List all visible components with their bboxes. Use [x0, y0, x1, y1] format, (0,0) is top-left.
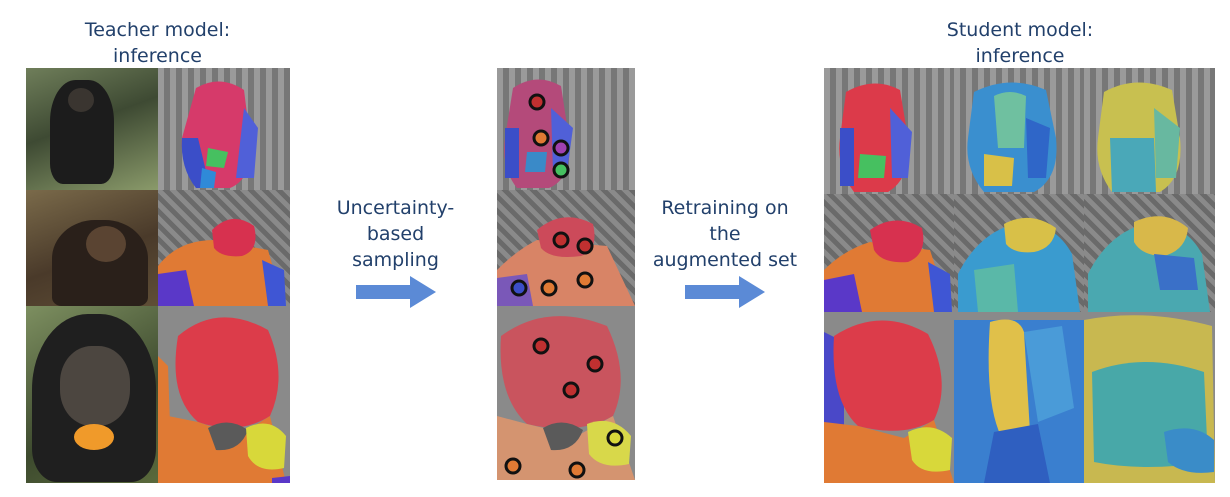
teacher-segmentation-2 — [158, 190, 290, 306]
sampled-panel — [497, 68, 635, 480]
teacher-segmentation-1 — [158, 68, 290, 190]
chimp-photo-2 — [26, 190, 158, 306]
student-u-map-1 — [954, 68, 1084, 194]
teacher-caption: Teacher model: inference — [84, 19, 231, 67]
student-v-map-2 — [1084, 194, 1215, 312]
teacher-segmentation-3 — [158, 306, 290, 483]
student-u-map-3 — [954, 312, 1084, 483]
sampled-segmentation-1 — [497, 68, 635, 190]
student-v-map-1 — [1084, 68, 1215, 194]
retraining-step-label: Retraining on the augmented set — [652, 197, 798, 271]
right-arrow-icon — [685, 276, 765, 308]
student-segmentation-2 — [824, 194, 954, 312]
sampled-segmentation-3 — [497, 306, 635, 480]
teacher-panel — [26, 68, 290, 483]
right-arrow-icon — [356, 276, 436, 308]
student-v-map-3 — [1084, 312, 1215, 483]
student-u-map-2 — [954, 194, 1084, 312]
chimp-photo-1 — [26, 68, 158, 190]
sampled-segmentation-2 — [497, 190, 635, 306]
chimp-photo-3 — [26, 306, 158, 483]
student-segmentation-1 — [824, 68, 954, 194]
student-panel — [824, 68, 1215, 483]
student-caption: Student model: inference — [946, 19, 1094, 67]
student-segmentation-3 — [824, 312, 954, 483]
sampling-step-label: Uncertainty- based sampling — [336, 197, 455, 271]
